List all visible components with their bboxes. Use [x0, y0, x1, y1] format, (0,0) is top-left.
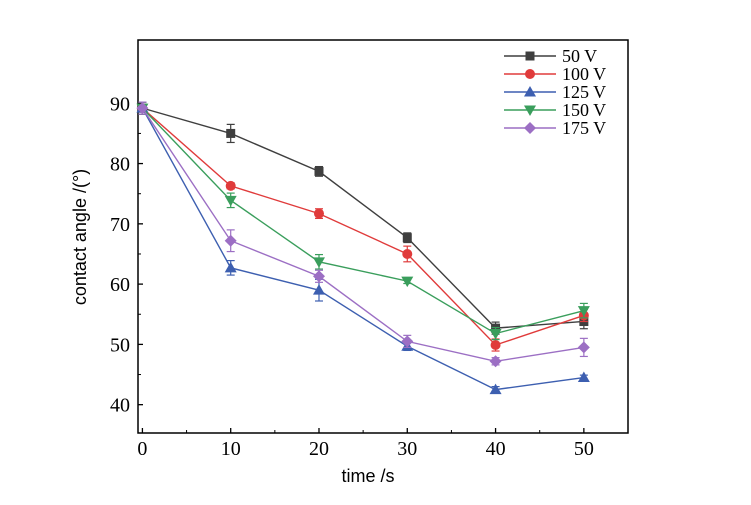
data-point [402, 233, 412, 243]
data-point [224, 234, 237, 247]
data-point [402, 248, 413, 259]
x-tick-label: 20 [309, 438, 329, 460]
series-125v [136, 101, 590, 395]
x-axis-label: time /s [341, 466, 394, 486]
data-point [312, 284, 325, 295]
legend-item: 50 V [504, 46, 597, 66]
data-point [490, 339, 501, 350]
x-tick-label: 10 [221, 438, 241, 460]
data-point [577, 371, 590, 383]
data-point [224, 195, 237, 207]
legend-label: 50 V [562, 46, 597, 66]
data-point [313, 208, 324, 219]
data-point [226, 128, 236, 138]
legend-marker [524, 86, 536, 97]
series-50v [137, 101, 589, 335]
legend-marker [525, 69, 535, 79]
legend-label: 100 V [562, 64, 606, 84]
data-point [489, 329, 502, 340]
legend-label: 125 V [562, 82, 606, 102]
legend-label: 150 V [562, 100, 606, 120]
series-line [141, 107, 585, 346]
series-175v [136, 101, 590, 368]
legend-item: 125 V [504, 82, 606, 102]
y-tick-label: 70 [110, 214, 130, 236]
x-tick-label: 30 [397, 438, 417, 460]
y-tick-label: 50 [110, 334, 130, 356]
y-axis-label: contact angle /(°) [70, 169, 90, 305]
plot-frame [137, 39, 629, 434]
data-point [312, 257, 325, 268]
data-point [489, 383, 502, 395]
legend-marker [524, 122, 536, 134]
legend-label: 175 V [562, 118, 606, 138]
x-axis-ticks: 0 10 20 30 40 50 [137, 428, 594, 460]
data-point [136, 102, 149, 115]
y-tick-label: 90 [110, 93, 130, 115]
data-point [489, 355, 502, 368]
data-point [225, 180, 236, 191]
series-100v [137, 101, 589, 352]
x-tick-label: 50 [574, 438, 594, 460]
data-point [224, 261, 237, 273]
y-tick-label: 60 [110, 274, 130, 296]
series-line [142, 107, 584, 329]
legend-item: 150 V [504, 100, 606, 120]
data-point [577, 306, 590, 317]
x-tick-label: 0 [137, 438, 147, 460]
series-line [141, 107, 584, 362]
data-point [577, 341, 590, 354]
series-line [141, 107, 584, 391]
series-line [141, 107, 585, 335]
data-point [312, 270, 325, 283]
x-tick-label: 40 [486, 438, 506, 460]
series-layer [136, 101, 590, 395]
data-point [314, 166, 324, 176]
y-tick-label: 40 [110, 395, 130, 417]
legend-item: 100 V [504, 64, 606, 84]
legend-marker [525, 51, 535, 61]
y-tick-label: 80 [110, 154, 130, 176]
data-point [401, 276, 414, 288]
y-axis-ticks: 40 50 60 70 80 90 [110, 93, 143, 417]
legend-marker [524, 105, 536, 116]
legend-item: 175 V [504, 118, 606, 138]
data-point [401, 335, 414, 348]
